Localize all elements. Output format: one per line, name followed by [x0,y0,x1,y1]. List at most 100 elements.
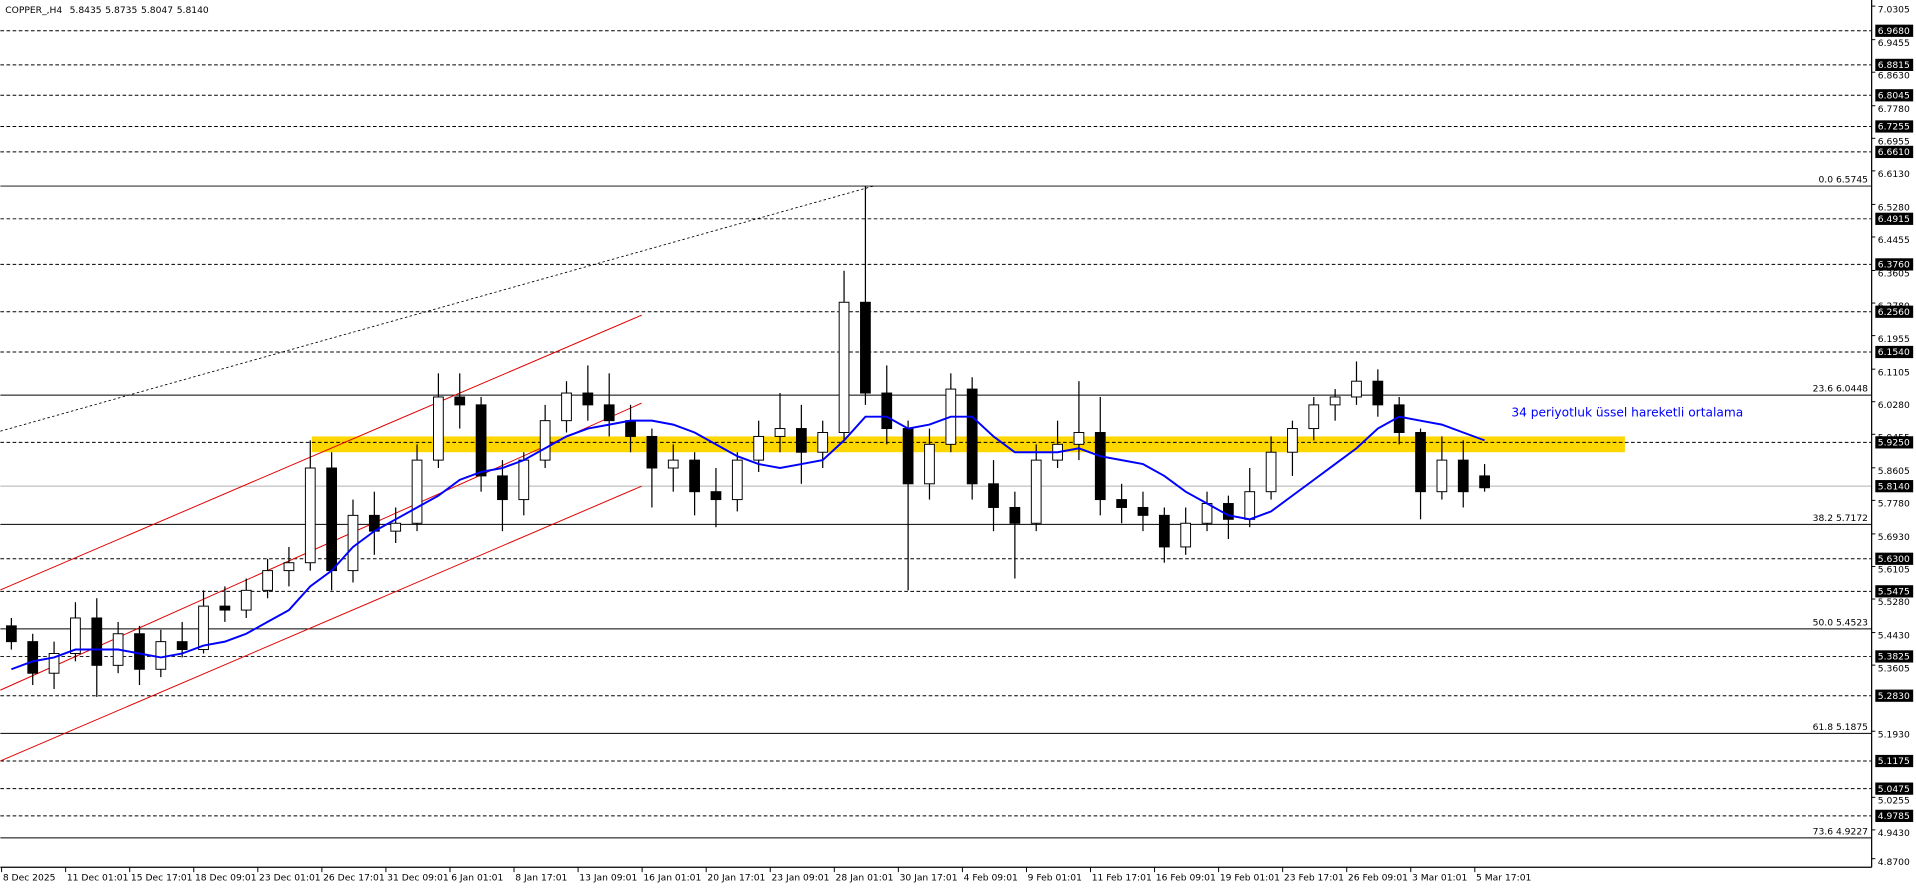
candle-body [497,475,508,501]
level-label: 5.6300 [1878,554,1910,565]
level-label: 5.0475 [1878,784,1910,795]
y-tick-label: 5.7780 [1878,499,1910,510]
level-label: 5.9250 [1878,437,1910,448]
candle-body [326,467,338,572]
candles [5,186,1490,697]
level-label: 6.4915 [1878,214,1910,225]
candle-body [411,459,423,524]
candle-body [539,420,551,461]
level-label: 5.1175 [1878,756,1910,767]
level-box [1875,436,1914,449]
level-label: 6.3760 [1878,259,1910,270]
level-box [1875,552,1914,565]
level-box [1875,212,1914,225]
symbol: COPPER_,H4 [5,4,62,15]
fib-label: 38.2 5.7172 [1813,513,1868,524]
level-box [1875,754,1914,768]
x-tick-label: 26 Feb 09:01 [1348,873,1408,884]
level-label: 6.9680 [1878,26,1910,37]
current-price-label: 5.8140 [1878,481,1910,492]
candle-body [795,428,807,453]
level-box [1875,305,1914,318]
candle-body [774,428,786,437]
candle-body [603,404,615,422]
candle-body [390,522,402,532]
level-label: 6.2560 [1878,307,1910,318]
level-label: 4.9785 [1878,811,1910,822]
fib-label: 0.0 6.5745 [1818,174,1868,185]
x-tick-label: 20 Jan 17:01 [707,873,765,884]
fib-label: 23.6 6.0448 [1813,383,1869,394]
y-tick-label: 6.6955 [1878,136,1910,147]
candle-body [240,589,252,611]
level-box [1875,689,1914,702]
level-label: 6.7255 [1878,122,1910,133]
x-tick-label: 19 Feb 01:01 [1220,873,1280,884]
candle-body [1244,491,1256,520]
y-tick-label: 6.7780 [1878,104,1910,115]
y-tick-label: 6.0280 [1878,400,1910,411]
candle-body [518,459,530,501]
x-tick-label: 23 Jan 09:01 [771,873,829,884]
candle-body [1137,506,1149,516]
x-tick-label: 4 Feb 09:01 [964,873,1018,884]
candle-body [1308,404,1320,430]
x-tick-label: 5 Mar 17:01 [1476,873,1531,884]
y-tick-label: 4.8700 [1878,857,1910,868]
fib-label: 73.6 4.9227 [1813,826,1869,837]
level-box [1875,650,1914,663]
level-box [1875,145,1914,159]
candle-body [582,392,594,406]
candle-body [1223,503,1234,520]
y-tick-label: 5.5280 [1878,597,1910,608]
candle-body [860,301,871,394]
candle-body [988,483,999,508]
candle-body [902,428,914,485]
y-tick-label: 5.3605 [1878,663,1910,674]
y-tick-label: 6.6130 [1878,169,1910,180]
ema-annotation: 34 periyotluk üssel hareketli ortalama [1511,405,1743,419]
candle-body [198,605,209,651]
candle-body [924,443,935,485]
candle-body [817,432,829,453]
candle-body [646,435,658,469]
candle-body [1180,522,1192,548]
y-tick-label: 6.8630 [1878,70,1910,81]
y-tick-label: 7.0305 [1878,4,1910,15]
candle-body [347,514,359,572]
channel-middle [0,402,642,691]
header-value: 5.8140 [177,4,209,15]
candle-body [1436,459,1448,493]
level-box [1875,24,1914,37]
header-value: 5.8047 [141,4,173,15]
header: COPPER_,H4 5.8435 5.8735 5.8047 5.8140 [5,4,209,15]
y-tick-label: 4.9430 [1878,828,1910,839]
candle-body [1265,451,1277,493]
y-tick-label: 6.1105 [1878,367,1910,378]
candle-body [48,652,60,674]
y-tick-label: 5.4430 [1878,631,1910,642]
candle-body [1351,380,1362,398]
candle-body [1372,380,1384,406]
candle-body [838,301,850,433]
y-tick-label: 6.4455 [1878,235,1910,246]
candle-body [1415,432,1426,493]
y-tick-label: 5.8605 [1878,466,1910,477]
x-tick-label: 6 Jan 01:01 [451,873,503,884]
x-tick-label: 8 Dec 2025 [3,873,56,884]
candle-body [625,420,636,437]
header-value: 5.8435 [70,4,102,15]
candle-body [1329,396,1341,406]
x-tick-label: 15 Dec 17:01 [131,873,193,884]
candle-body [1009,506,1021,524]
level-box [1875,782,1914,795]
y-tick-label: 6.5280 [1878,203,1910,214]
candle-body [1287,428,1298,453]
candle-body [475,404,487,477]
candle-body [262,570,273,591]
level-box [1875,345,1914,359]
candle-body [1457,459,1469,493]
level-box [1875,809,1914,822]
